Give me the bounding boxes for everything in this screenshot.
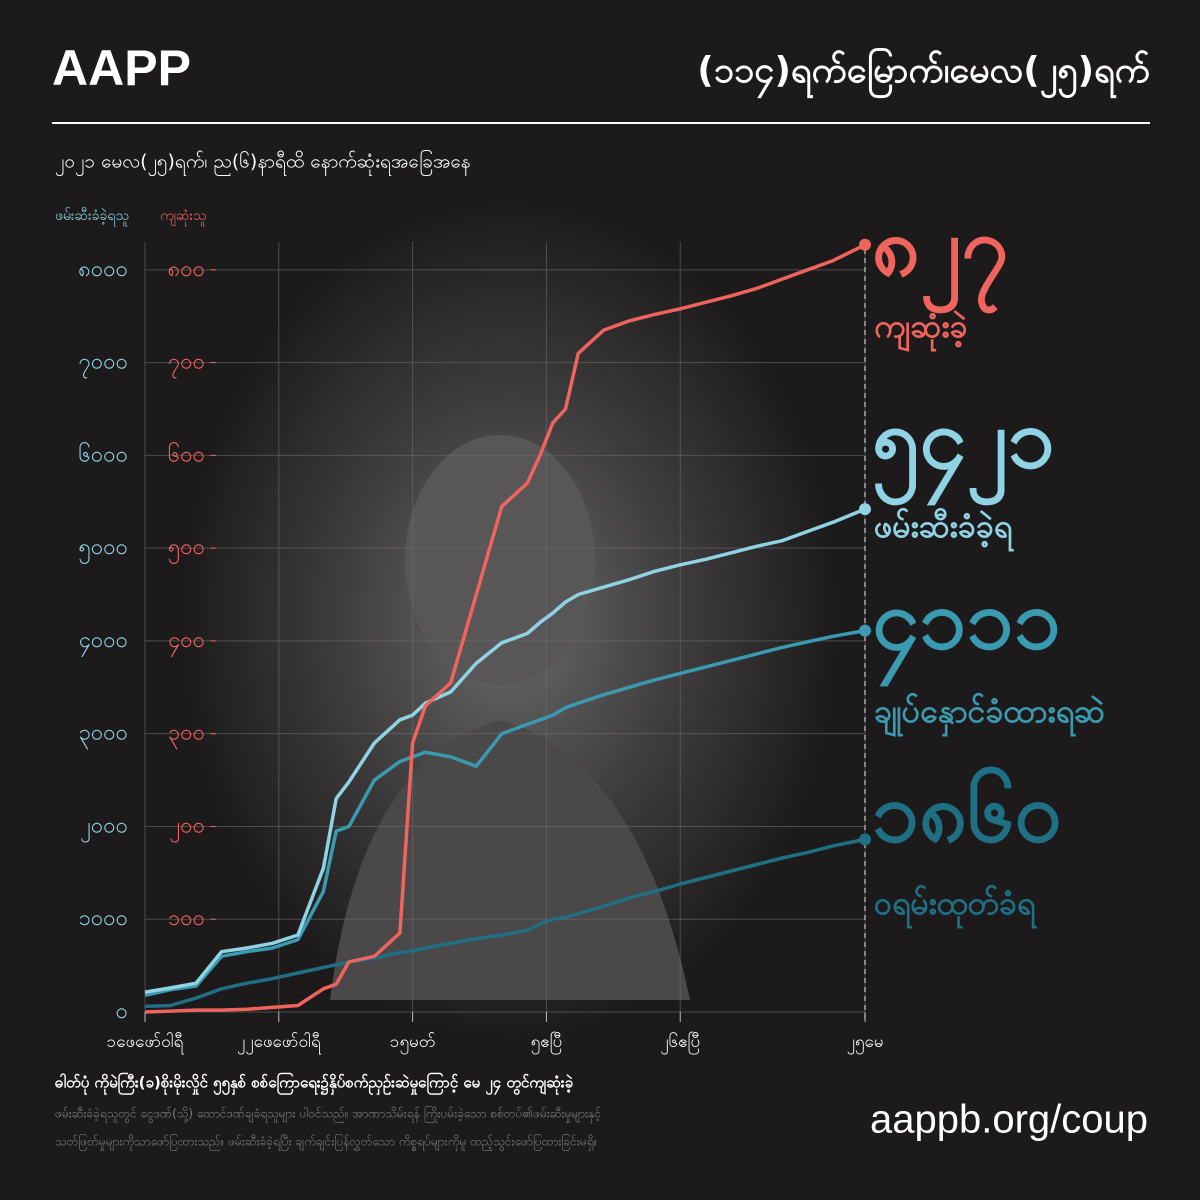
legend-label: ချုပ်နှောင်ခံထားရဆဲ — [874, 692, 1105, 737]
y2-axis-label: ကျဆုံးသူ — [160, 208, 207, 226]
y2-tick-label: ၃၀၀ — [168, 721, 205, 750]
end-dot — [859, 833, 871, 846]
y2-tick-label: ၄၀၀ — [168, 628, 205, 657]
y-tick-label: ၀ — [116, 999, 128, 1024]
series-line — [144, 243, 866, 1014]
total-label: ၁၈၆၀ — [872, 763, 1062, 861]
y-tick-label: ၄၀၀၀ — [79, 628, 129, 657]
x-tick-label: ၂၆ဧပြီ — [660, 1031, 700, 1055]
y-axis-label: ဖမ်းဆီးခံခဲ့ရသူ — [55, 208, 129, 226]
y-tick-label: ၈၀၀၀ — [78, 257, 128, 282]
subtitle: ၂၀၂၁ မေလ(၂၅)ရက်၊ ည(၆)နာရီထိ နောက်ဆုံးရအခ… — [55, 149, 471, 177]
total-label: ၈၂၇ — [872, 197, 1009, 314]
photo-portrait-body — [330, 720, 690, 1000]
series-line — [144, 628, 866, 998]
url: aappb.org/coup — [870, 1098, 1148, 1142]
end-dot — [859, 238, 871, 251]
legend-label: ဖမ်းဆီးခံခဲ့ရ — [874, 507, 1015, 552]
logo: AAPP — [52, 40, 191, 96]
x-tick-label: ၅ဧပြီ — [531, 1031, 563, 1055]
x-tick-label: ၁ဖေဖော်ဝါရီ — [107, 1031, 185, 1055]
y-tick-label: ၅၀၀၀ — [79, 535, 129, 564]
y-tick-label: ၃၀၀၀ — [79, 721, 129, 750]
y2-tick-label: ၅၀၀ — [168, 535, 205, 564]
note: သတ်ဖြတ်မှုများကိုသာဖော်ပြထားသည်။ ဖမ်းဆီး… — [55, 1133, 597, 1152]
x-tick-label: ၁၅မတ် — [390, 1032, 435, 1055]
y2-tick-label: ၁၀၀ — [168, 906, 205, 931]
end-dot — [859, 624, 871, 637]
x-tick-label: ၂၂ဖေဖော်ဝါရီ — [237, 1031, 322, 1055]
y2-tick-label: ၆၀၀ — [168, 441, 205, 467]
y-tick-label: ၂၀၀၀ — [80, 813, 128, 842]
note: ဖမ်းဆီးခံခဲ့ရသူတွင် ငွေဒဏ်(သို့) ထောင်ဒဏ… — [55, 1105, 601, 1124]
chart-title: (၁၁၄)ရက်မြောက်၊မေလ(၂၅)ရက် — [697, 48, 1150, 99]
y-tick-label: ၁၀၀၀ — [79, 906, 129, 931]
y2-tick-label: ၇၀၀ — [168, 350, 205, 379]
total-label: ၄၁၁၁ — [872, 570, 1061, 687]
x-tick-label: ၂၅မေ — [847, 1032, 884, 1055]
total-label: ၅၄၂၁ — [872, 389, 1055, 506]
y2-tick-label: ၂၀၀ — [169, 813, 205, 842]
series-line — [144, 837, 866, 1009]
series-line — [144, 507, 866, 994]
legend-label: ကျဆုံးခဲ့ — [874, 307, 967, 352]
y-tick-label: ၇၀၀၀ — [79, 350, 129, 379]
y2-tick-label: ၈၀၀ — [168, 257, 205, 282]
photo-portrait — [405, 435, 595, 685]
y-tick-label: ၆၀၀၀ — [79, 441, 129, 467]
end-dot — [859, 503, 871, 516]
legend-label: ဝရမ်းထုတ်ခံရ — [874, 884, 1038, 929]
